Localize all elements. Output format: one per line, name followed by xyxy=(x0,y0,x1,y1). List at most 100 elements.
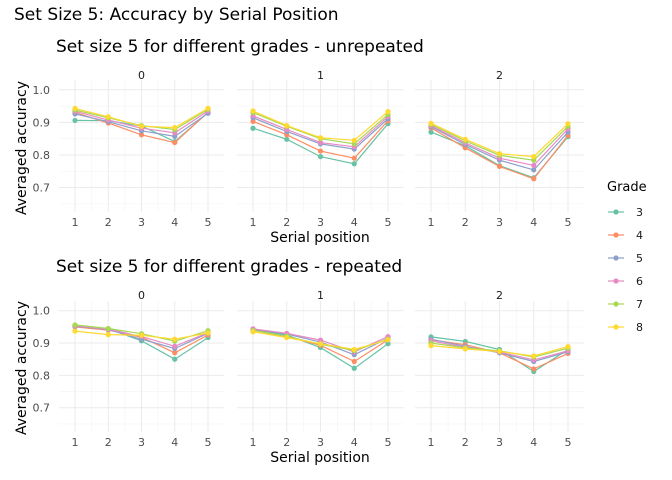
data-point-grade-6 xyxy=(172,343,178,349)
x-tick-label: 2 xyxy=(462,436,469,449)
panel-2: 2 1 2 3 4 5 xyxy=(415,289,584,449)
x-tick-label: 1 xyxy=(250,436,257,449)
x-tick-label: 4 xyxy=(351,436,358,449)
legend-label: 3 xyxy=(636,206,643,219)
panel-0: 0 1 2 3 4 5 0.7 0.8 0.9 1.0 xyxy=(33,69,224,229)
facet-label: 2 xyxy=(496,69,503,82)
x-tick-label: 1 xyxy=(428,436,435,449)
data-point-grade-8 xyxy=(250,108,256,114)
legend-key-point xyxy=(613,278,619,284)
facet-label: 1 xyxy=(317,69,324,82)
lower-chart-title: Set size 5 for different grades - repeat… xyxy=(56,257,402,277)
y-tick-label: 1.0 xyxy=(33,305,51,318)
data-point-grade-8 xyxy=(565,344,571,350)
data-point-grade-3 xyxy=(317,153,324,160)
legend-key-point xyxy=(613,324,619,330)
data-point-grade-8 xyxy=(351,137,357,143)
data-point-grade-8 xyxy=(317,135,324,141)
x-tick-label: 3 xyxy=(496,436,503,449)
upper-chart-title: Set size 5 for different grades - unrepe… xyxy=(56,37,424,57)
x-tick-label: 2 xyxy=(283,436,290,449)
lower-y-axis-label: Averaged accuracy xyxy=(14,301,30,435)
data-point-grade-8 xyxy=(496,151,503,157)
y-tick-label: 0.7 xyxy=(33,182,51,195)
legend-label: 4 xyxy=(636,229,643,242)
facet-label: 0 xyxy=(138,69,145,82)
x-tick-label: 3 xyxy=(317,216,324,229)
panel-2: 2 1 2 3 4 5 xyxy=(415,69,584,229)
x-tick-label: 5 xyxy=(385,216,392,229)
x-tick-label: 3 xyxy=(496,216,503,229)
x-tick-label: 5 xyxy=(385,436,392,449)
data-point-grade-3 xyxy=(351,365,357,371)
data-point-grade-4 xyxy=(531,176,537,182)
x-tick-label: 5 xyxy=(205,436,212,449)
x-tick-label: 2 xyxy=(105,436,112,449)
x-tick-label: 4 xyxy=(171,436,178,449)
data-point-grade-4 xyxy=(250,118,256,124)
data-point-grade-8 xyxy=(428,120,434,126)
x-tick-label: 2 xyxy=(283,216,290,229)
data-point-grade-3 xyxy=(172,356,178,362)
data-point-grade-8 xyxy=(385,337,391,343)
x-tick-label: 4 xyxy=(171,216,178,229)
data-point-grade-8 xyxy=(317,341,324,347)
data-point-grade-4 xyxy=(351,155,357,161)
legend-label: 8 xyxy=(636,321,643,334)
data-point-grade-4 xyxy=(172,350,178,356)
x-tick-label: 3 xyxy=(317,436,324,449)
data-point-grade-3 xyxy=(72,117,78,124)
panel-1: 1 1 2 3 4 5 xyxy=(237,289,404,449)
data-point-grade-7 xyxy=(531,157,537,163)
data-point-grade-4 xyxy=(172,139,178,146)
data-point-grade-7 xyxy=(105,325,111,332)
data-point-grade-8 xyxy=(72,105,78,111)
x-tick-label: 5 xyxy=(565,436,572,449)
upper-chart: Set size 5 for different grades - unrepe… xyxy=(14,37,584,246)
legend-title: Grade xyxy=(607,180,647,195)
x-tick-label: 1 xyxy=(428,216,435,229)
data-point-grade-3 xyxy=(385,341,391,347)
data-point-grade-8 xyxy=(138,332,145,338)
data-point-grade-8 xyxy=(496,348,503,355)
data-point-grade-6 xyxy=(317,337,324,343)
data-point-grade-8 xyxy=(428,343,434,349)
y-tick-label: 1.0 xyxy=(33,84,51,97)
upper-x-axis-label: Serial position xyxy=(270,230,370,246)
data-point-grade-5 xyxy=(172,133,178,139)
legend: Grade 3 4 5 6 7 8 xyxy=(607,180,647,334)
facet-label: 0 xyxy=(138,289,145,302)
data-point-grade-4 xyxy=(351,358,357,365)
data-point-grade-8 xyxy=(531,353,537,359)
legend-key-point xyxy=(613,209,619,215)
upper-y-axis-label: Averaged accuracy xyxy=(14,81,30,215)
data-point-grade-8 xyxy=(72,328,78,334)
y-tick-label: 0.8 xyxy=(33,149,51,162)
x-tick-label: 3 xyxy=(138,216,145,229)
x-tick-label: 1 xyxy=(250,216,257,229)
data-point-grade-7 xyxy=(72,322,78,328)
legend-items: 3 4 5 6 7 8 xyxy=(608,206,643,334)
data-point-grade-3 xyxy=(250,125,256,131)
data-point-grade-8 xyxy=(531,153,537,160)
legend-label: 7 xyxy=(636,298,643,311)
x-tick-label: 5 xyxy=(205,216,212,229)
data-point-grade-8 xyxy=(105,114,111,120)
lower-x-axis-label: Serial position xyxy=(270,450,370,466)
lower-chart-panels: 0 1 2 3 4 5 0.7 0.8 0.9 1.0 1 1 2 3 4 5 2 1 2 3 4 5 xyxy=(33,289,584,449)
data-point-grade-8 xyxy=(284,334,290,341)
facet-label: 1 xyxy=(317,289,324,302)
figure-title: Set Size 5: Accuracy by Serial Position xyxy=(14,5,339,25)
data-point-grade-8 xyxy=(462,346,468,352)
x-tick-label: 4 xyxy=(530,436,537,449)
data-point-grade-4 xyxy=(531,366,537,372)
y-tick-label: 0.7 xyxy=(33,402,51,415)
data-point-grade-8 xyxy=(385,109,391,115)
y-tick-label: 0.8 xyxy=(33,369,51,382)
data-point-grade-4 xyxy=(496,163,503,169)
y-tick-label: 0.9 xyxy=(33,116,51,129)
lower-chart: Set size 5 for different grades - repeat… xyxy=(14,257,584,466)
x-tick-label: 1 xyxy=(72,216,79,229)
x-tick-label: 4 xyxy=(530,216,537,229)
